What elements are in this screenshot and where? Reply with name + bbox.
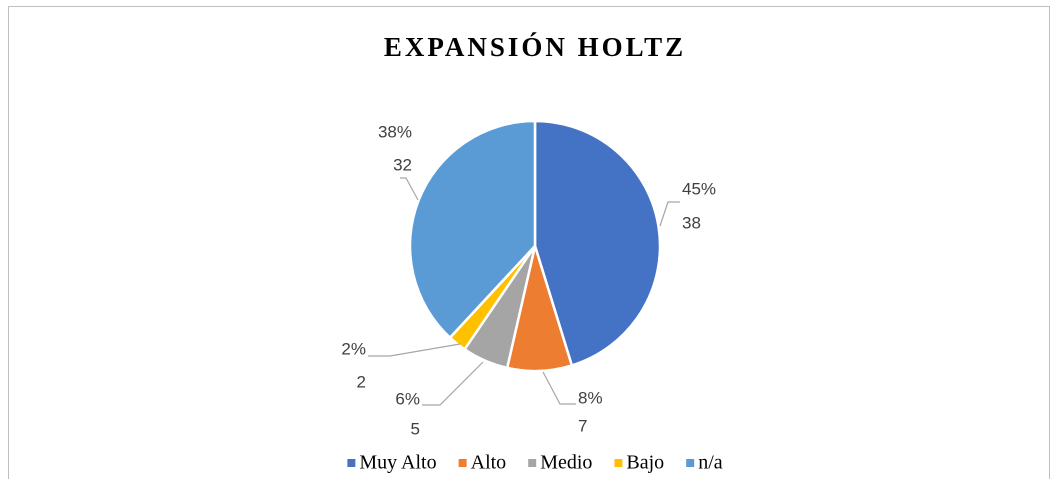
value-label: 2 [357, 372, 366, 391]
legend-label: Alto [471, 452, 507, 474]
legend-swatch [686, 459, 695, 467]
leader-line [542, 371, 576, 405]
legend-label: Muy Alto [359, 452, 436, 474]
leader-line [659, 201, 680, 227]
value-label: 32 [393, 155, 412, 174]
leader-line [368, 343, 461, 357]
legend-label: n/a [698, 452, 723, 474]
chart-title: EXPANSIÓN HOLTZ [384, 32, 686, 62]
percent-label: 45% [682, 179, 716, 198]
leader-line [400, 177, 419, 201]
legend-swatch [347, 459, 356, 467]
percent-label: 38% [378, 122, 412, 141]
percent-label: 8% [578, 388, 603, 407]
value-label: 5 [411, 419, 420, 438]
pie-slice [533, 119, 662, 368]
legend-label: Medio [540, 452, 592, 474]
legend-swatch [458, 459, 467, 467]
percent-label: 6% [395, 389, 420, 408]
percent-label: 2% [341, 339, 366, 358]
leader-line [422, 361, 484, 406]
legend-label: Bajo [626, 452, 664, 474]
legend-swatch [528, 459, 537, 467]
legend-swatch [614, 459, 623, 467]
pie-slice [408, 119, 537, 340]
value-label: 38 [682, 213, 701, 232]
value-label: 7 [578, 416, 587, 435]
